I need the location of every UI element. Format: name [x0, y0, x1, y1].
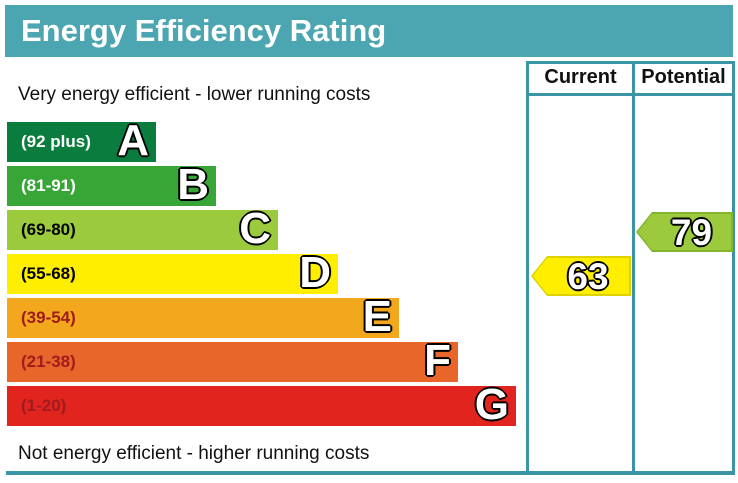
chart-bottom-border [6, 471, 735, 475]
band-range-label: (55-68) [21, 264, 76, 283]
band-letter: E [362, 292, 393, 342]
caption-not-efficient: Not energy efficient - higher running co… [18, 443, 370, 464]
band-row-b: (81-91) B [7, 160, 216, 210]
band-row-e: (39-54) E [7, 292, 399, 342]
potential-rating-arrow-fill [638, 214, 731, 250]
table-header-underline [526, 93, 735, 96]
band-letter: F [423, 336, 452, 386]
band-row-c: (69-80) C [7, 204, 278, 254]
band-row-f: (21-38) F [7, 336, 458, 386]
band-range-label: (39-54) [21, 308, 76, 327]
potential-rating-arrow: 79 [636, 212, 733, 252]
table-border-middle [632, 61, 635, 475]
current-rating-arrow: 63 [531, 256, 631, 296]
table-border-left [526, 61, 529, 475]
page-title: Energy Efficiency Rating [21, 13, 387, 48]
potential-rating-value: 79 [670, 211, 713, 253]
band-row-d: (55-68) D [7, 248, 338, 298]
table-border-right [732, 61, 735, 475]
caption-very-efficient: Very energy efficient - lower running co… [18, 84, 371, 105]
potential-column-header: Potential [641, 66, 726, 88]
band-range-label: (69-80) [21, 220, 76, 239]
band-range-label: (21-38) [21, 352, 76, 371]
current-rating-arrow-fill [533, 258, 629, 294]
table-border-top [526, 61, 735, 64]
band-letter: B [176, 160, 210, 210]
band-range-label: (92 plus) [21, 132, 91, 151]
band-row-g: (1-20) G [7, 380, 516, 430]
title-bar: Energy Efficiency Rating [5, 5, 733, 57]
band-row-a: (92 plus) A [7, 116, 156, 166]
band-range-label: (1-20) [21, 396, 67, 415]
current-column-header: Current [544, 66, 617, 88]
band-letter: C [238, 204, 272, 254]
band-letter: G [474, 380, 510, 430]
band-letter: A [116, 116, 150, 166]
band-range-label: (81-91) [21, 176, 76, 195]
current-rating-value: 63 [566, 255, 609, 297]
band-letter: D [298, 248, 332, 298]
